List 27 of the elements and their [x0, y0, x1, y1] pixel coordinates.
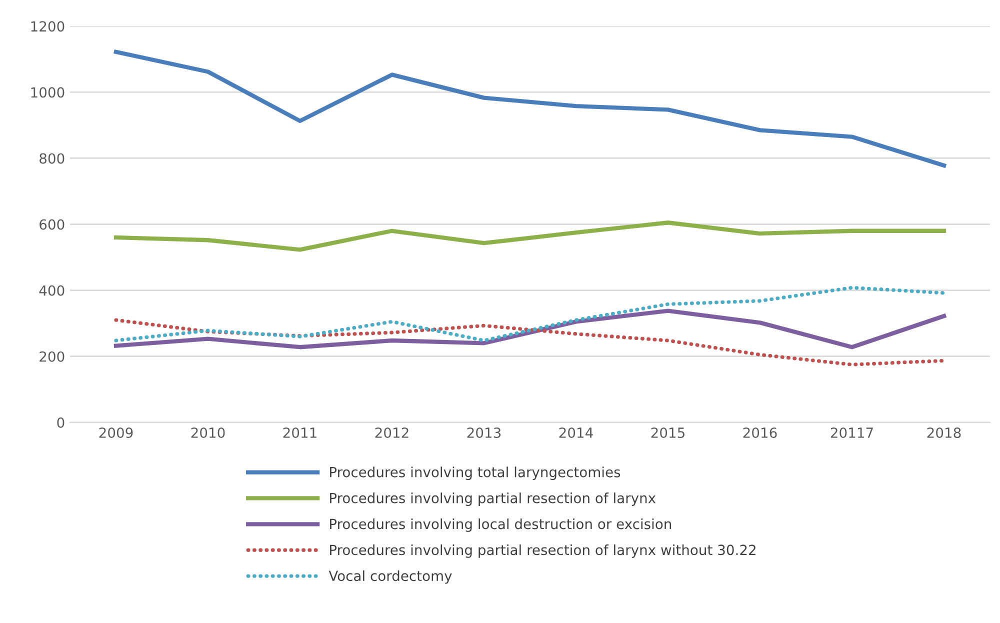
x-tick-label: 2015 — [651, 428, 684, 438]
x-tick-label: 2011 — [283, 428, 316, 438]
y-tick-label: 1200 — [31, 21, 64, 32]
y-tick-label: 0 — [57, 417, 64, 428]
x-tick-label: 2018 — [927, 428, 961, 438]
x-tick-label: 2013 — [467, 428, 501, 438]
x-tick-label: 2009 — [99, 428, 133, 438]
line-series — [114, 318, 946, 366]
y-tick-label: 1000 — [31, 87, 64, 98]
y-tick-label: 800 — [40, 153, 64, 164]
x-tick-label: 2012 — [375, 428, 408, 438]
legend-label: Vocal cordectomy — [328, 570, 452, 584]
y-tick-label: 200 — [40, 351, 64, 362]
legend-label: Procedures involving partial resection of larynx without 30.22 — [330, 544, 756, 558]
line-series — [114, 286, 946, 342]
line-series — [114, 308, 946, 350]
legend-label: Procedures involving partial resection of larynx — [330, 492, 656, 506]
y-tick-label: 600 — [40, 219, 64, 230]
y-tick-label: 400 — [39, 285, 64, 296]
x-tick-label: 2016 — [743, 428, 777, 438]
legend-label: Procedures involving local destruction or excision — [330, 518, 672, 532]
line-series — [114, 50, 946, 168]
legend-label: Procedures involving total laryngectomies — [330, 466, 620, 480]
x-tick-label: 2010 — [191, 428, 225, 438]
x-tick-label: 20117 — [830, 428, 873, 438]
line-series — [114, 220, 946, 252]
x-tick-label: 2014 — [559, 428, 593, 438]
